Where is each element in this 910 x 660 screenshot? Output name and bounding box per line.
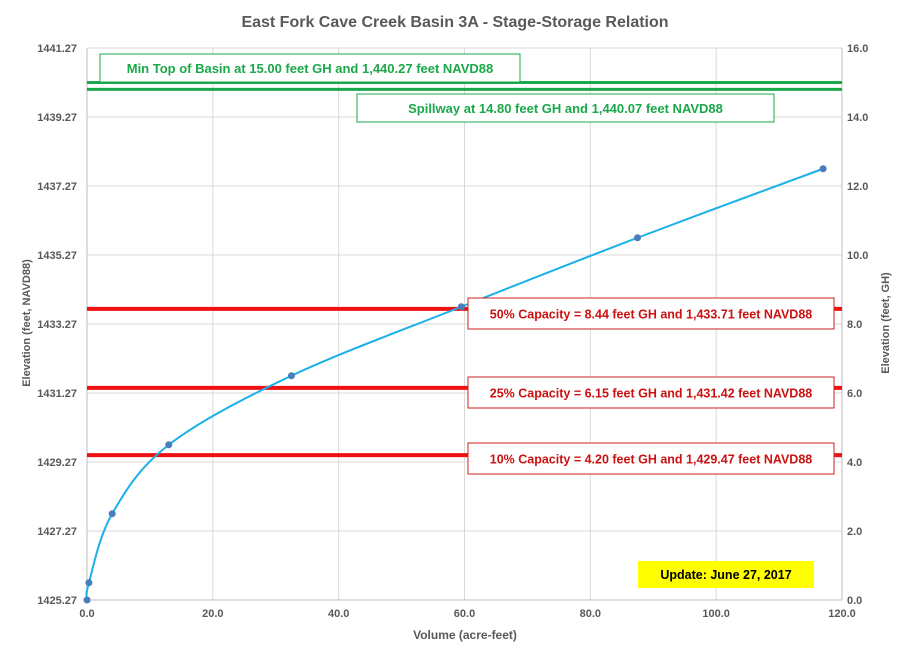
y-right-axis-ticks: 0.0 2.0 4.0 6.0 8.0 10.0 12.0 14.0 16.0 — [847, 43, 868, 607]
data-point — [819, 165, 827, 173]
y-left-tick-label: 1433.27 — [37, 319, 77, 331]
x-axis-ticks: 0.0 20.0 40.0 60.0 80.0 100.0 120.0 — [79, 608, 855, 620]
data-point — [634, 234, 642, 242]
x-tick-label: 120.0 — [828, 608, 856, 620]
data-point — [165, 441, 173, 449]
red-label-text: 25% Capacity = 6.15 feet GH and 1,431.42… — [490, 387, 813, 401]
green-label-text: Min Top of Basin at 15.00 feet GH and 1,… — [127, 61, 494, 76]
red-label-box — [467, 376, 835, 409]
data-point — [287, 372, 295, 380]
x-axis-label: Volume (acre-feet) — [413, 628, 517, 642]
x-tick-label: 40.0 — [328, 608, 349, 620]
x-tick-label: 20.0 — [202, 608, 223, 620]
y-right-tick-label: 2.0 — [847, 526, 862, 538]
y-left-tick-label: 1429.27 — [37, 457, 77, 469]
y-left-tick-label: 1437.27 — [37, 181, 77, 193]
y-left-axis-ticks: 1425.27 1427.27 1429.27 1431.27 1433.27 1435.… — [37, 43, 77, 607]
update-note-box — [638, 561, 814, 588]
green-label-box — [99, 53, 521, 83]
x-tick-label: 0.0 — [79, 608, 94, 620]
y-left-axis-label: Elevation (feet, NAVD88) — [21, 259, 33, 387]
y-right-tick-label: 6.0 — [847, 388, 862, 400]
x-tick-label: 100.0 — [702, 608, 730, 620]
update-note: Update: June 27, 2017 — [638, 561, 814, 588]
y-left-tick-label: 1439.27 — [37, 112, 77, 124]
x-tick-label: 80.0 — [580, 608, 601, 620]
y-left-tick-label: 1425.27 — [37, 595, 77, 607]
chart-title: East Fork Cave Creek Basin 3A - Stage-St… — [241, 14, 668, 31]
red-label-text: 50% Capacity = 8.44 feet GH and 1,433.71… — [490, 308, 813, 322]
y-right-tick-label: 8.0 — [847, 319, 862, 331]
reference-labels: Min Top of Basin at 15.00 feet GH and 1,… — [99, 53, 835, 475]
data-point — [457, 303, 465, 311]
red-label-box — [467, 297, 835, 330]
y-right-tick-label: 14.0 — [847, 112, 868, 124]
y-right-tick-label: 0.0 — [847, 595, 862, 607]
y-left-tick-label: 1427.27 — [37, 526, 77, 538]
y-right-tick-label: 16.0 — [847, 43, 868, 55]
y-right-tick-label: 12.0 — [847, 181, 868, 193]
red-label-box — [467, 442, 835, 475]
axes — [86, 48, 843, 601]
data-series — [83, 165, 827, 604]
green-label-text: Spillway at 14.80 feet GH and 1,440.07 f… — [408, 101, 723, 116]
y-right-tick-label: 4.0 — [847, 457, 862, 469]
y-right-tick-label: 10.0 — [847, 250, 868, 262]
x-tick-label: 60.0 — [454, 608, 475, 620]
y-left-tick-label: 1435.27 — [37, 250, 77, 262]
y-left-tick-label: 1431.27 — [37, 388, 77, 400]
y-left-tick-label: 1441.27 — [37, 43, 77, 55]
data-point — [108, 510, 116, 518]
data-point — [83, 596, 91, 604]
update-note-text: Update: June 27, 2017 — [660, 568, 791, 582]
green-label-box — [356, 93, 775, 123]
data-point — [85, 579, 93, 587]
red-label-text: 10% Capacity = 4.20 feet GH and 1,429.47… — [490, 453, 813, 467]
y-right-axis-label: Elevation (feet, GH) — [880, 272, 892, 374]
